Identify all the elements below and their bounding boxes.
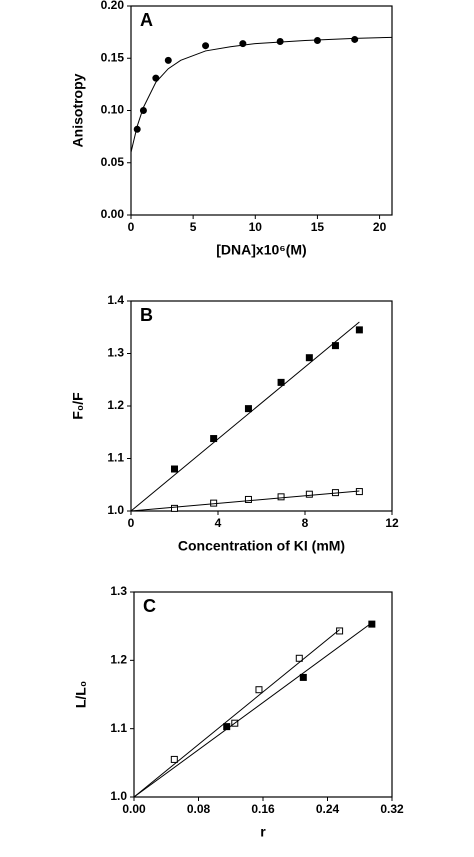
data-point: [171, 504, 178, 512]
x-tick-label: 10: [249, 220, 263, 234]
y-tick-label: 1.1: [107, 451, 124, 465]
y-tick-label: 1.2: [107, 398, 124, 412]
x-tick-label: 0.32: [380, 802, 404, 816]
y-tick-label: 1.3: [107, 346, 124, 360]
x-tick-label: 0.00: [122, 802, 146, 816]
x-tick-label: 4: [215, 516, 222, 530]
y-axis-label: Anisotropy: [70, 73, 86, 147]
data-point: [277, 493, 285, 501]
data-point: [244, 495, 252, 503]
data-point: [351, 35, 359, 43]
panel-label: B: [140, 305, 153, 325]
x-tick-label: 5: [190, 220, 197, 234]
y-tick-label: 1.4: [107, 293, 124, 307]
data-point: [331, 342, 339, 350]
plot-frame: [133, 591, 393, 798]
x-axis-label: Concentration of KI (mM): [178, 538, 345, 554]
data-point: [164, 56, 172, 64]
y-tick-label: 0.15: [101, 50, 125, 64]
data-point: [277, 378, 285, 386]
y-tick-label: 1.2: [110, 653, 127, 667]
x-tick-label: 0: [128, 220, 135, 234]
y-tick-label: 0.20: [101, 0, 125, 12]
data-point: [295, 654, 303, 662]
panel-label: A: [140, 10, 153, 30]
y-tick-label: 1.0: [107, 503, 124, 517]
y-tick-label: 0.10: [101, 103, 125, 117]
fit-line: [133, 629, 340, 798]
fit-line: [133, 622, 373, 798]
y-tick-label: 1.0: [110, 789, 127, 803]
x-tick-label: 8: [302, 516, 309, 530]
data-point: [305, 354, 313, 362]
x-axis-label: [DNA]x10⁶(M): [216, 242, 306, 258]
data-point: [305, 490, 313, 498]
x-tick-label: 15: [311, 220, 325, 234]
y-tick-label: 0.00: [101, 207, 125, 221]
y-axis-label: L/L₀: [73, 681, 89, 708]
x-axis-label: r: [260, 824, 266, 840]
x-tick-label: 12: [385, 516, 399, 530]
y-axis-label: F₀/F: [70, 392, 86, 420]
y-tick-label: 1.1: [110, 721, 127, 735]
x-tick-label: 0.16: [251, 802, 275, 816]
y-tick-label: 1.3: [110, 584, 127, 598]
data-point: [202, 42, 210, 50]
fit-line: [130, 490, 360, 512]
data-point: [255, 686, 263, 694]
fit-line: [130, 321, 360, 512]
data-point: [152, 74, 160, 82]
data-point: [336, 627, 344, 635]
y-tick-label: 0.05: [101, 155, 125, 169]
fit-line: [130, 36, 393, 153]
data-point: [299, 673, 307, 681]
plot-frame: [130, 300, 393, 512]
data-point: [210, 435, 218, 443]
data-point: [244, 405, 252, 413]
panel-label: C: [143, 596, 156, 616]
x-tick-label: 0.08: [187, 802, 211, 816]
data-point: [171, 465, 178, 473]
data-point: [355, 326, 363, 334]
data-point: [170, 755, 178, 763]
x-tick-label: 20: [373, 220, 387, 234]
x-tick-label: 0: [128, 516, 135, 530]
x-tick-label: 0.24: [316, 802, 340, 816]
data-point: [368, 620, 376, 628]
